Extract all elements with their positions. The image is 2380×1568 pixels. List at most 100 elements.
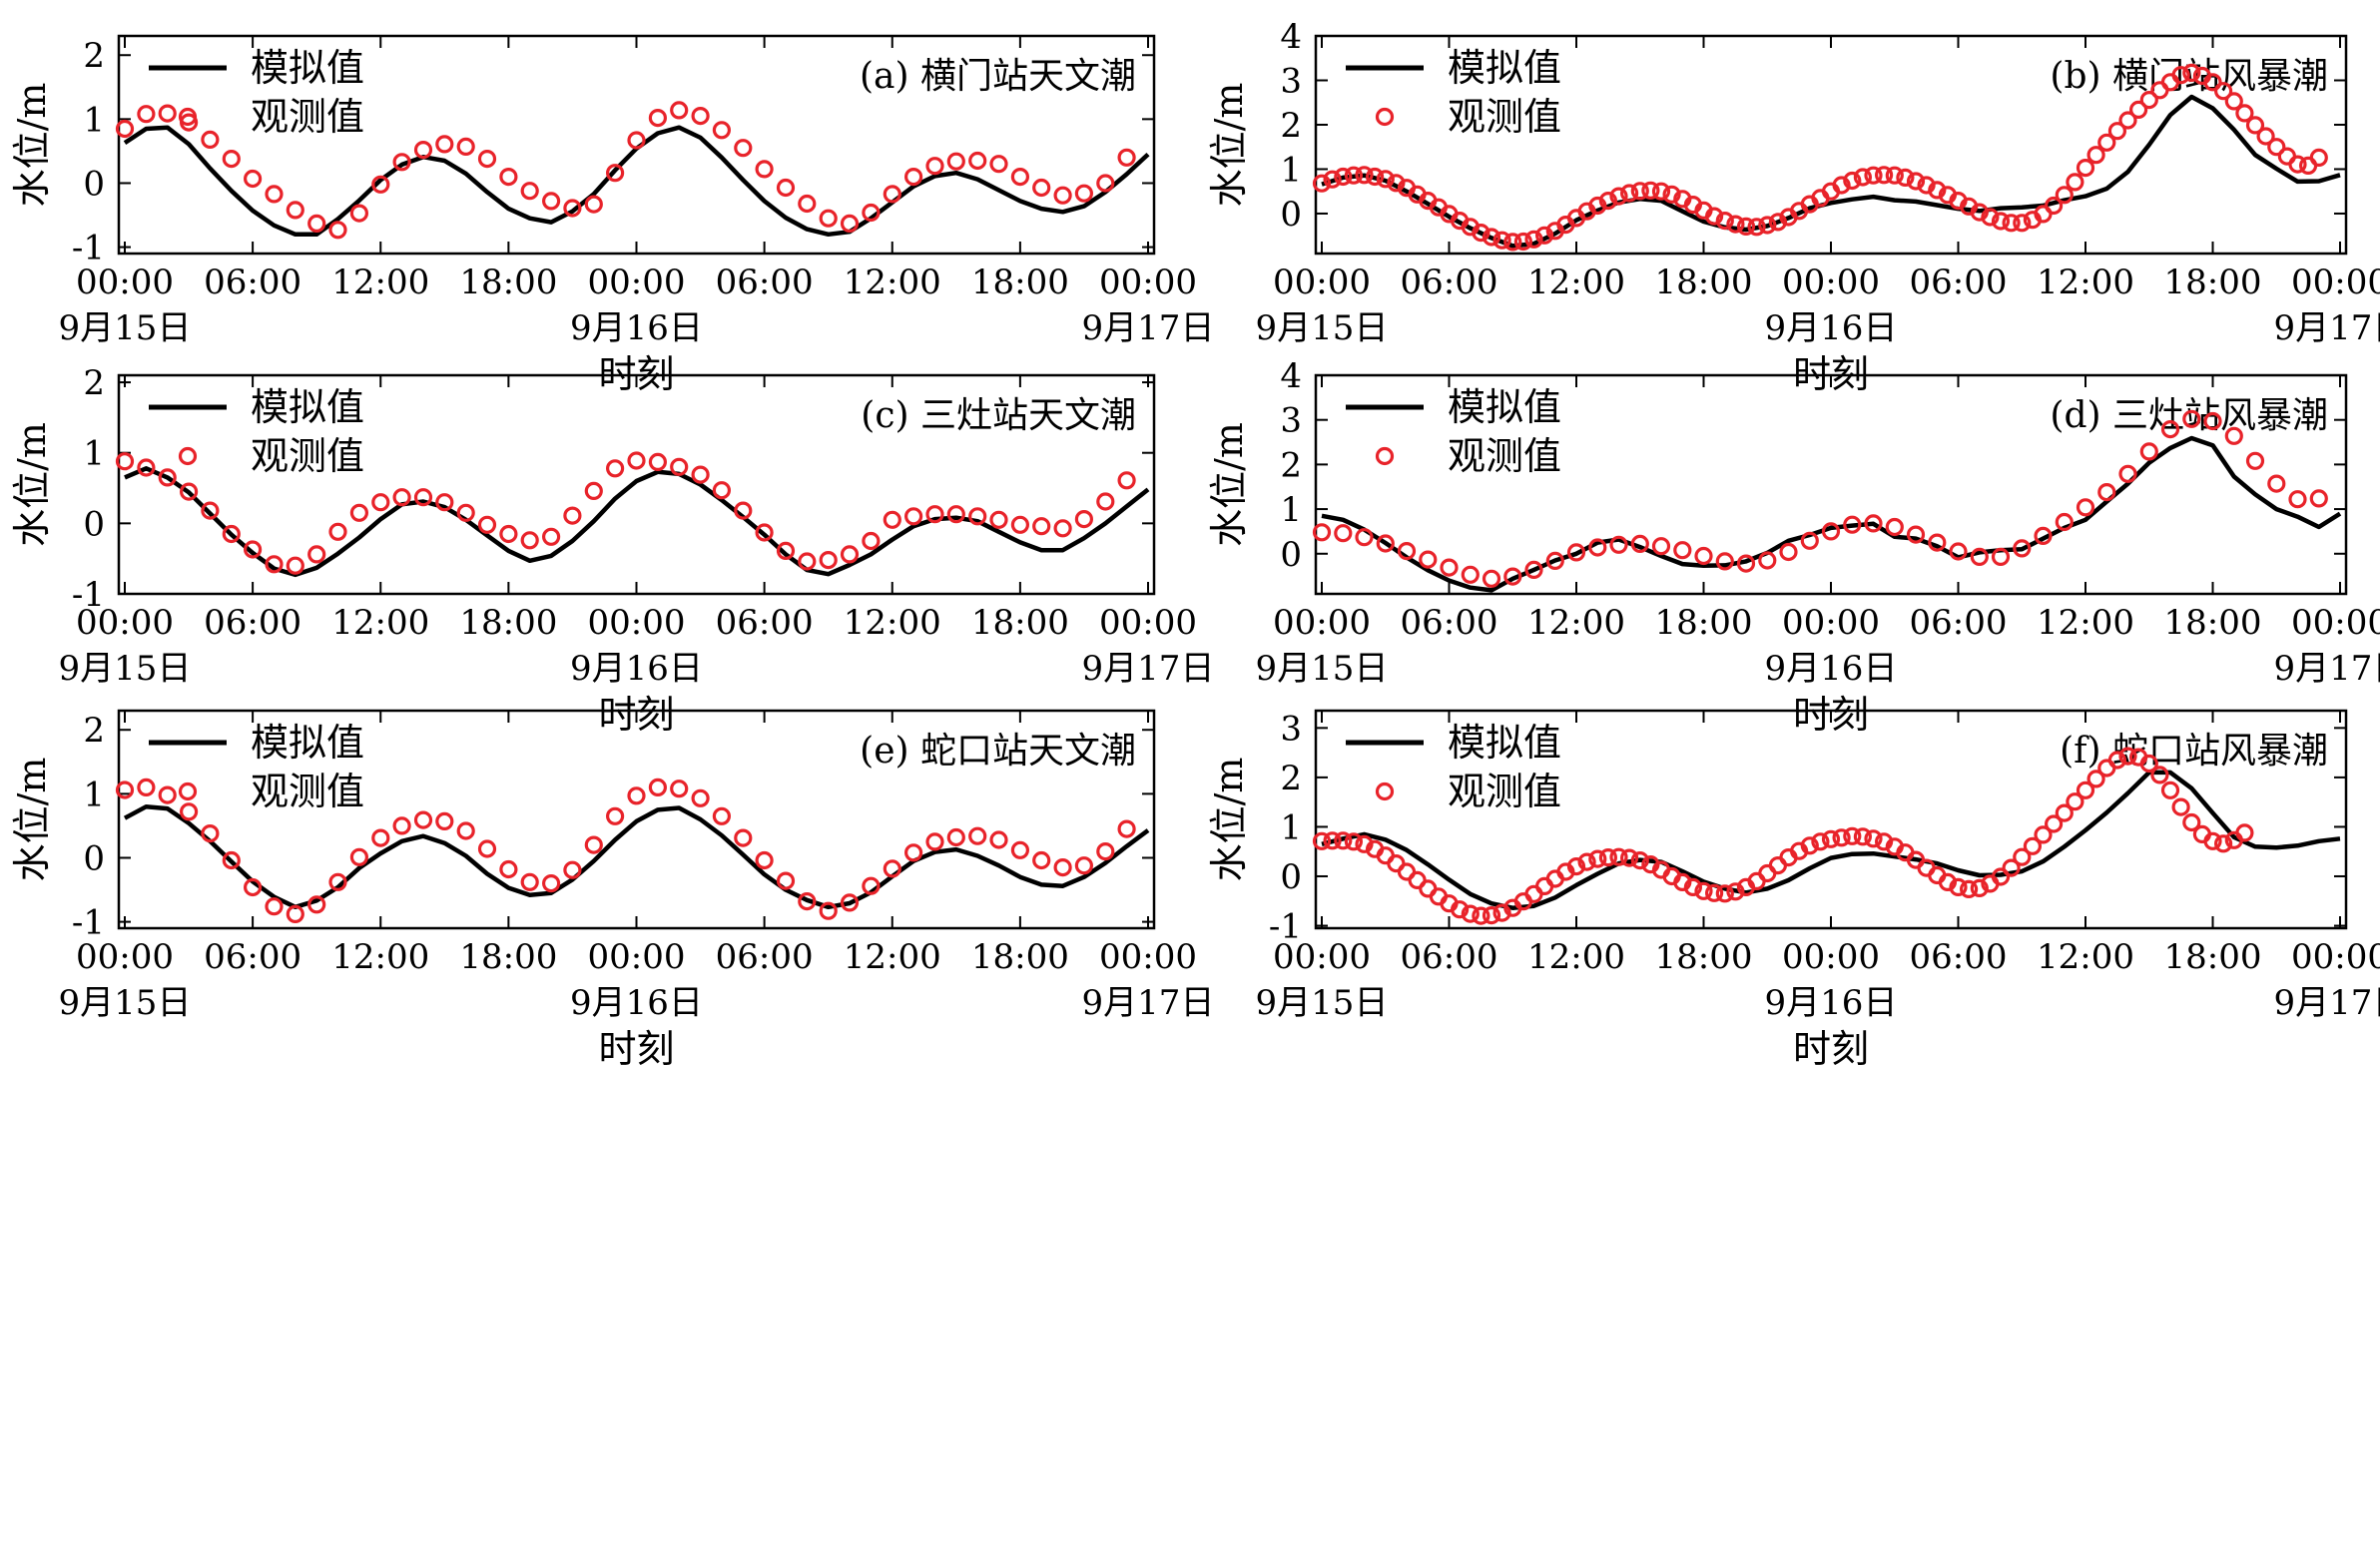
observed-point <box>989 510 1008 529</box>
legend-marker-swatch <box>178 782 198 801</box>
observed-point <box>1053 857 1072 877</box>
observed-point <box>520 182 539 201</box>
y-axis-title: 水位/m <box>1207 83 1251 208</box>
observed-point <box>541 192 561 211</box>
observed-point <box>2214 82 2233 101</box>
observed-point <box>158 785 177 804</box>
observed-point <box>1344 832 1364 851</box>
observed-point <box>691 106 710 126</box>
x-tick-label: 06:00 <box>1401 603 1498 643</box>
observed-point <box>1874 166 1894 185</box>
observed-point <box>1928 533 1947 552</box>
x-tick-label: 00:00 <box>1273 262 1371 302</box>
observed-point <box>1450 900 1470 919</box>
observed-point <box>2203 411 2222 431</box>
observed-point <box>1074 184 1094 203</box>
x-tick-label: 06:00 <box>1910 603 2008 643</box>
legend-label-sim: 模拟值 <box>1448 46 1561 90</box>
observed-point <box>2224 426 2243 445</box>
observed-point <box>1397 541 1417 561</box>
observed-point <box>755 523 774 542</box>
series-line-simulated <box>1321 770 2341 910</box>
observed-point <box>989 830 1008 849</box>
observed-point <box>2118 111 2137 130</box>
observed-point <box>1981 208 2000 227</box>
observed-point <box>1312 174 1332 193</box>
observed-point <box>1566 543 1586 562</box>
date-label: 9月17日 <box>1082 983 1215 1023</box>
panel-title: (d) 三灶站风暴潮 <box>2050 395 2328 436</box>
date-label: 9月15日 <box>59 983 192 1023</box>
observed-point <box>180 113 199 132</box>
observed-point <box>413 810 433 829</box>
observed-point <box>180 482 199 501</box>
y-tick-label: 0 <box>1280 195 1302 235</box>
y-tick-label: -1 <box>72 575 105 615</box>
date-label: 9月17日 <box>1082 308 1215 348</box>
observed-point <box>541 873 561 893</box>
observed-point <box>1832 176 1851 195</box>
observed-point <box>1334 524 1353 543</box>
date-label: 9月15日 <box>59 308 192 348</box>
observed-point <box>520 872 539 891</box>
observed-point <box>371 493 390 512</box>
observed-point <box>798 194 817 214</box>
observed-point <box>456 137 475 156</box>
y-tick-label: 4 <box>1280 17 1302 57</box>
x-tick-label: 00:00 <box>1273 603 1371 643</box>
x-tick-label: 06:00 <box>204 262 301 302</box>
observed-point <box>1758 551 1777 570</box>
y-tick-label: 1 <box>1280 807 1302 847</box>
x-tick-label: 00:00 <box>1782 262 1880 302</box>
x-tick-label: 12:00 <box>844 603 941 643</box>
legend-marker-swatch <box>178 446 198 466</box>
observed-point <box>1323 831 1342 850</box>
observed-point <box>2013 847 2032 866</box>
observed-point <box>1440 558 1459 577</box>
x-tick-label: 00:00 <box>1782 603 1880 643</box>
observed-point <box>1117 471 1136 490</box>
observed-point <box>1334 167 1353 187</box>
observed-point <box>1991 212 2011 231</box>
observed-point <box>1577 852 1596 871</box>
observed-point <box>627 786 646 805</box>
observed-point <box>2097 133 2116 152</box>
observed-point <box>903 843 923 862</box>
observed-point <box>1832 828 1851 847</box>
observed-point <box>1503 567 1522 586</box>
y-tick-label: 2 <box>1280 106 1302 146</box>
observed-point <box>1630 850 1649 870</box>
observed-point <box>1461 565 1480 584</box>
x-tick-label: 06:00 <box>1401 937 1498 977</box>
legend-marker-swatch <box>1375 782 1395 801</box>
date-label: 9月15日 <box>1256 649 1389 689</box>
observed-point <box>1096 492 1115 511</box>
observed-point <box>2267 138 2286 157</box>
x-tick-label: 00:00 <box>1782 937 1880 977</box>
legend-marker-swatch <box>1375 446 1395 466</box>
observed-point <box>819 550 838 570</box>
observed-point <box>2150 766 2169 784</box>
observed-point <box>1673 872 1692 892</box>
observed-point <box>2097 483 2116 502</box>
observed-point <box>2055 512 2074 532</box>
observed-point <box>862 203 881 223</box>
observed-point <box>1715 212 1734 231</box>
observed-point <box>2086 770 2105 788</box>
observed-point <box>499 168 518 187</box>
y-tick-label: 2 <box>83 36 105 76</box>
observed-point <box>1821 522 1841 541</box>
observed-point <box>1641 181 1660 200</box>
observed-point <box>1323 170 1342 189</box>
observed-point <box>2245 116 2265 135</box>
observed-point <box>307 214 326 233</box>
observed-point <box>605 164 625 183</box>
observed-point <box>1355 166 1374 185</box>
observed-point <box>2066 792 2084 811</box>
observed-point <box>286 556 304 575</box>
observed-point <box>1970 547 1989 567</box>
observed-point <box>371 175 390 194</box>
y-tick-label: 2 <box>83 363 105 403</box>
observed-point <box>477 839 497 858</box>
